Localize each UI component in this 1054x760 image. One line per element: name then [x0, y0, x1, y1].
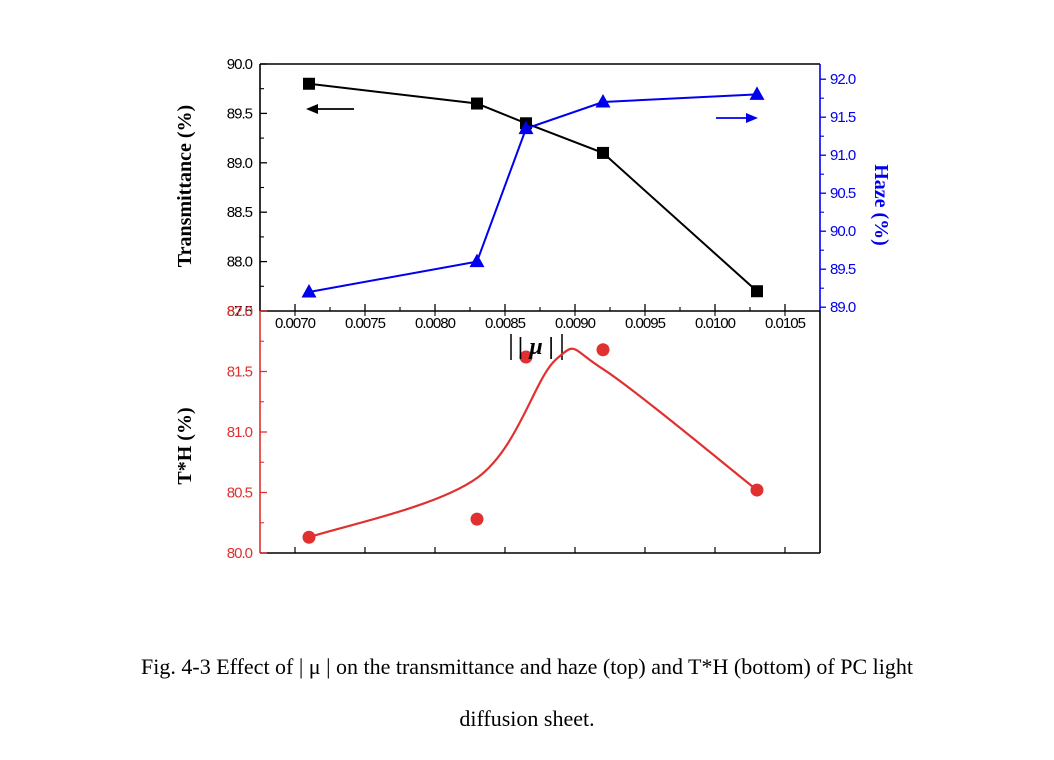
th-tick-label: 80.0 [227, 545, 253, 562]
transmittance-series-line [308, 82, 758, 292]
top-panel: 87.5 88.0 88.5 89.0 89.5 90.0 89.0 89.5 90.0 90.5… [227, 56, 857, 360]
mu-tick-label: 0.0100 [695, 315, 736, 332]
transmittance-tick-label: 88.5 [227, 204, 253, 221]
transmittance-point [471, 97, 483, 110]
haze-point [518, 120, 534, 135]
th-point [519, 350, 533, 364]
left-arrow-head [306, 104, 318, 114]
mu-tick-label: 0.0095 [625, 315, 666, 332]
th-fit-curve [308, 347, 758, 539]
th-tick-label: 80.5 [227, 485, 253, 502]
haze-tick-label: 89.0 [830, 299, 856, 316]
transmittance-tick-label: 87.5 [227, 303, 253, 320]
th-point [470, 512, 484, 526]
mu-tick-label: 0.0080 [415, 315, 456, 332]
mu-tick-label: 0.0075 [345, 315, 386, 332]
transmittance-point [597, 146, 609, 159]
mu-tick-label: 0.0085 [485, 315, 526, 332]
haze-point [595, 94, 611, 108]
th-tick-label: 82.0 [227, 303, 253, 320]
transmittance-axis-title: Transmittance (%) [174, 105, 196, 267]
haze-point [469, 253, 485, 268]
right-arrow-head [746, 113, 758, 123]
th-tick-label: 81.5 [227, 364, 253, 381]
figure-caption: Fig. 4-3 Effect of | μ | on the transmit… [141, 654, 913, 679]
transmittance-point [751, 285, 763, 298]
th-point [302, 530, 316, 544]
mu-tick-label: 0.0070 [275, 315, 316, 332]
th-tick-label: 81.0 [227, 424, 253, 441]
mu-tick-label: 0.0105 [765, 315, 806, 332]
th-point [596, 343, 610, 357]
th-point [750, 483, 764, 497]
haze-tick-label: 92.0 [830, 71, 856, 88]
haze-tick-label: 90.5 [830, 185, 856, 202]
mu-axis-title: | μ | [518, 334, 554, 360]
haze-tick-label: 89.5 [830, 261, 856, 278]
bottom-panel: 80.0 80.5 81.0 81.5 82.0 [227, 303, 821, 562]
th-axis-title: T*H (%) [174, 407, 196, 484]
haze-axis-title: Haze (%) [870, 164, 892, 246]
transmittance-tick-label: 88.0 [227, 254, 253, 271]
transmittance-point [303, 77, 315, 90]
haze-tick-label: 91.0 [830, 147, 856, 164]
haze-series-line [308, 93, 758, 293]
haze-point [749, 86, 765, 100]
haze-tick-label: 91.5 [830, 109, 856, 126]
transmittance-tick-label: 89.0 [227, 155, 253, 172]
figure-chart: 87.5 88.0 88.5 89.0 89.5 90.0 89.0 89.5 90.0 90.5… [174, 56, 892, 562]
transmittance-tick-label: 90.0 [227, 56, 253, 73]
haze-point [301, 284, 317, 298]
transmittance-tick-label: 89.5 [227, 105, 253, 122]
figure-caption-continuation: diffusion sheet. [459, 706, 595, 731]
mu-tick-label: 0.0090 [555, 315, 596, 332]
haze-tick-label: 90.0 [830, 223, 856, 240]
